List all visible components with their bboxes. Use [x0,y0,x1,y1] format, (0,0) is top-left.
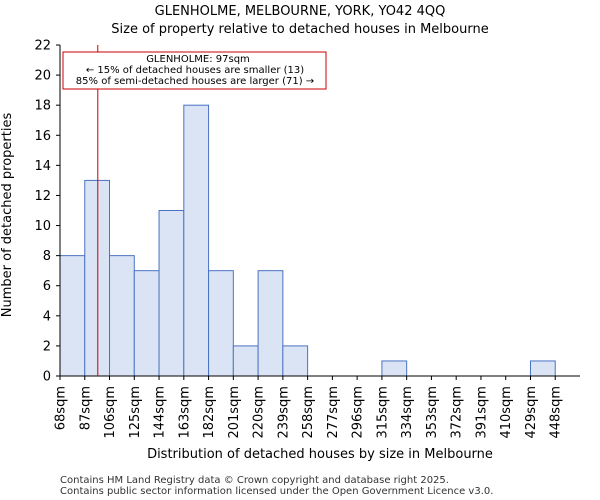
x-tick-label: 334sqm [400,386,415,439]
x-tick-label: 410sqm [499,386,514,439]
bar-201sqm [232,345,259,377]
footer-line-1: Contains HM Land Registry data © Crown c… [60,475,449,486]
annotation-box: GLENHOLME: 97sqm ← 15% of detached house… [62,51,327,90]
x-tick-label: 315sqm [375,386,390,439]
x-tick-label: 220sqm [252,386,267,439]
x-tick-label: 182sqm [202,386,217,439]
bar-220sqm [257,270,284,377]
x-tick-label: 372sqm [450,386,465,439]
x-tick-label: 258sqm [301,386,316,439]
y-axis-label: Number of detached properties [0,113,15,318]
y-tick-label: 14 [34,159,51,174]
y-tick-label: 8 [43,249,51,264]
bar-144sqm [158,210,185,377]
y-tick-label: 10 [34,219,51,234]
annotation-line-2: ← 15% of detached houses are smaller (13… [86,65,304,76]
x-tick-label: 87sqm [78,386,93,430]
x-tick-label: 144sqm [153,386,168,439]
chart-subtitle: Size of property relative to detached ho… [111,22,488,37]
bar-87sqm [84,179,111,377]
y-tick-label: 0 [43,370,51,385]
bar-315sqm [381,360,408,377]
chart-title: GLENHOLME, MELBOURNE, YORK, YO42 4QQ [155,4,446,19]
annotation-line-1: GLENHOLME: 97sqm [146,54,250,65]
x-tick-label: 277sqm [326,386,341,439]
x-tick-label: 201sqm [227,386,242,439]
annotation-frame [62,51,327,90]
y-tick-label: 16 [34,129,51,144]
x-tick-label: 125sqm [128,386,143,439]
y-tick-label: 12 [34,189,51,204]
bar-106sqm [109,255,135,377]
x-tick-label: 353sqm [425,386,440,439]
footer-line-2: Contains public sector information licen… [60,486,493,497]
y-tick-label: 4 [43,309,51,324]
bar-163sqm [183,104,210,377]
x-tick-label: 239sqm [276,386,291,439]
x-tick-label: 68sqm [54,386,69,430]
bar-68sqm [59,255,86,377]
y-tick-label: 22 [34,39,51,54]
x-tick-label: 106sqm [103,386,118,439]
y-tick-label: 18 [34,99,51,114]
x-tick-label: 391sqm [474,386,489,439]
x-tick-label: 448sqm [549,386,564,439]
y-tick-label: 20 [34,69,51,84]
x-tick-label: 429sqm [524,386,539,439]
x-axis-label: Distribution of detached houses by size … [147,447,493,462]
bar-182sqm [208,270,234,377]
x-tick-label: 296sqm [351,386,366,439]
bar-125sqm [133,270,160,377]
y-tick-label: 2 [43,339,51,354]
bar-429sqm [529,360,556,377]
annotation-line-3: 85% of semi-detached houses are larger (… [76,76,314,87]
bar-239sqm [282,345,309,377]
x-tick-label: 163sqm [177,386,192,439]
y-tick-label: 6 [43,279,51,294]
